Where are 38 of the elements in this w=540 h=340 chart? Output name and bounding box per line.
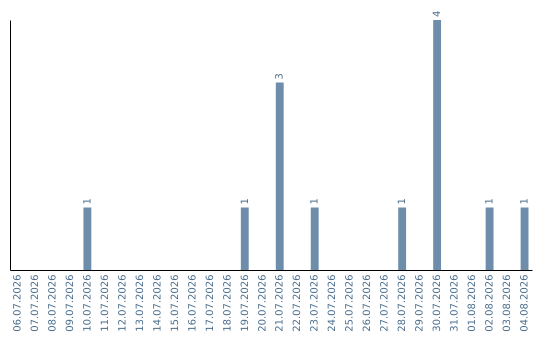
x-tick-label: 12.07.2026 (117, 274, 128, 332)
x-tick-label: 15.07.2026 (170, 274, 181, 332)
x-tick-label: 02.08.2026 (484, 274, 496, 332)
x-tick-label: 23.07.2026 (310, 274, 321, 332)
x-tick-label: 04.08.2026 (520, 274, 531, 332)
x-tick-label: 25.07.2026 (344, 274, 356, 332)
x-tick-label: 24.07.2026 (327, 274, 338, 332)
x-tick-label: 26.07.2026 (362, 274, 374, 332)
data-label: 1 (82, 198, 94, 204)
x-tick-label: 09.07.2026 (64, 274, 76, 332)
x-tick-label: 16.07.2026 (187, 274, 198, 332)
x-tick-label: 06.07.2026 (12, 274, 24, 332)
x-tick-label: 18.07.2026 (222, 274, 234, 332)
data-label: 1 (520, 198, 531, 204)
x-tick-label: 21.07.2026 (274, 274, 286, 332)
x-tick-label: 17.07.2026 (204, 274, 216, 332)
data-label: 4 (432, 10, 444, 17)
x-tick-label: 01.08.2026 (467, 274, 478, 332)
x-tick-label: 27.07.2026 (380, 274, 391, 332)
data-label: 1 (310, 198, 321, 204)
x-tick-label: 22.07.2026 (292, 274, 304, 332)
data-label: 1 (484, 198, 496, 204)
x-tick-label: 28.07.2026 (397, 274, 408, 332)
x-tick-label: 20.07.2026 (257, 274, 268, 332)
x-tick-label: 31.07.2026 (450, 274, 461, 332)
x-tick-label: 14.07.2026 (152, 274, 164, 332)
x-tick-label: 19.07.2026 (240, 274, 251, 332)
data-label: 1 (240, 198, 251, 204)
x-tick-label: 30.07.2026 (432, 274, 444, 332)
x-tick-label: 03.08.2026 (502, 274, 514, 332)
x-tick-label: 29.07.2026 (414, 274, 426, 332)
data-label: 3 (274, 73, 286, 80)
x-tick-label: 07.07.2026 (30, 274, 41, 332)
data-label: 1 (397, 198, 408, 204)
x-tick-label: 08.07.2026 (47, 274, 58, 332)
x-tick-label: 13.07.2026 (134, 274, 146, 332)
x-tick-label: 11.07.2026 (100, 274, 111, 332)
x-tick-label: 10.07.2026 (82, 274, 94, 332)
